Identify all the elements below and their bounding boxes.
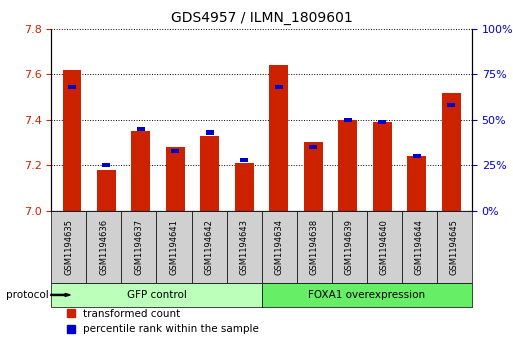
Bar [447,103,455,107]
Bar [304,143,323,211]
Text: GSM1194636: GSM1194636 [100,219,108,275]
Text: GSM1194640: GSM1194640 [380,219,389,275]
Text: GSM1194634: GSM1194634 [274,219,284,275]
Bar [241,158,248,162]
Text: GFP control: GFP control [127,290,186,300]
Text: GSM1194643: GSM1194643 [240,219,249,275]
Bar [344,118,352,122]
Bar [131,131,150,211]
Bar [407,156,426,211]
Bar [339,120,358,211]
Text: GSM1194638: GSM1194638 [310,219,319,275]
Bar [103,163,110,167]
Bar [413,154,421,158]
Text: GSM1194639: GSM1194639 [345,219,354,275]
Bar [63,70,82,211]
Bar [442,93,461,211]
Bar [235,163,254,211]
Text: GSM1194635: GSM1194635 [64,219,73,275]
Text: GSM1194641: GSM1194641 [169,219,179,275]
Text: GSM1194637: GSM1194637 [134,219,144,275]
Bar [309,145,318,149]
Bar [201,136,220,211]
Bar [275,85,283,89]
Bar [269,65,288,211]
Bar [206,130,214,135]
Text: protocol: protocol [6,290,49,300]
Bar [137,127,145,131]
Bar [97,170,116,211]
Text: GSM1194644: GSM1194644 [415,219,424,275]
Title: GDS4957 / ILMN_1809601: GDS4957 / ILMN_1809601 [171,11,352,25]
Bar [378,119,386,124]
Bar [373,122,392,211]
Legend: transformed count, percentile rank within the sample: transformed count, percentile rank withi… [67,309,259,334]
Bar [68,85,76,89]
Text: GSM1194645: GSM1194645 [450,219,459,275]
Text: FOXA1 overexpression: FOXA1 overexpression [308,290,425,300]
Text: GSM1194642: GSM1194642 [205,219,213,275]
Bar [166,147,185,211]
Bar [171,148,180,153]
